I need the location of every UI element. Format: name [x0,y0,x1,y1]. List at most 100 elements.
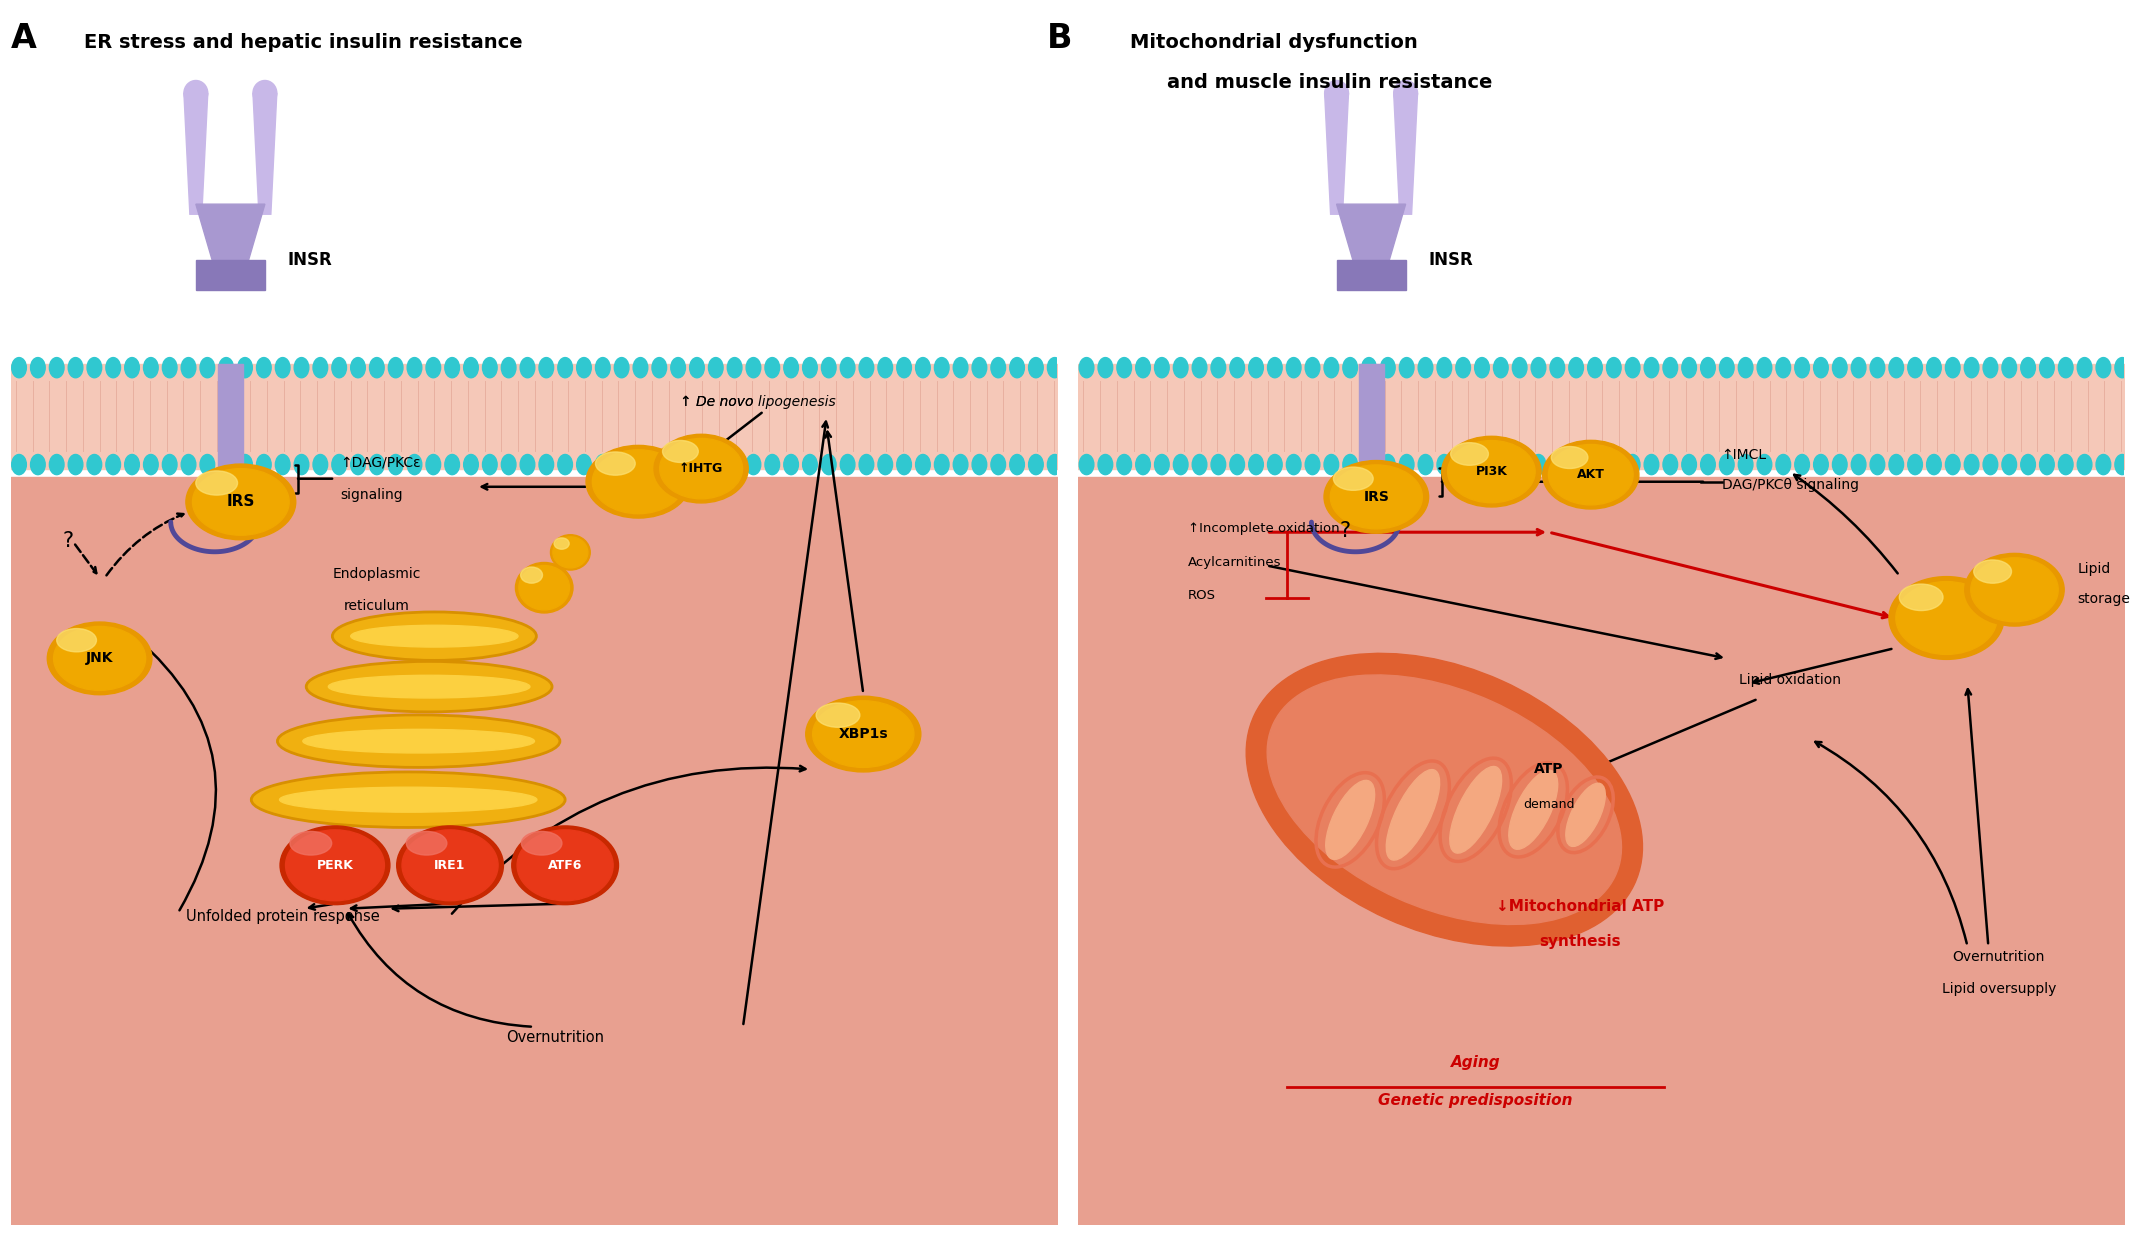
Ellipse shape [1418,357,1433,378]
Text: Acylcarnitines: Acylcarnitines [1187,555,1281,569]
Ellipse shape [201,357,216,378]
Ellipse shape [237,357,252,378]
Ellipse shape [1191,455,1206,475]
Ellipse shape [444,455,459,475]
Ellipse shape [350,357,365,378]
Ellipse shape [444,357,459,378]
Ellipse shape [1117,455,1132,475]
Ellipse shape [1324,80,1349,106]
Ellipse shape [427,455,440,475]
Text: ↑ De novo lipogenesis: ↑ De novo lipogenesis [681,396,837,409]
Ellipse shape [143,455,158,475]
Ellipse shape [576,357,591,378]
Ellipse shape [841,357,854,378]
Ellipse shape [555,538,570,549]
Ellipse shape [1155,357,1170,378]
Ellipse shape [1889,455,1904,475]
Ellipse shape [1552,446,1588,468]
Text: ↓Mitochondrial ATP: ↓Mitochondrial ATP [1497,899,1665,913]
Ellipse shape [813,701,914,768]
Ellipse shape [538,357,553,378]
Ellipse shape [1776,455,1791,475]
Ellipse shape [916,357,931,378]
Ellipse shape [1448,440,1535,503]
Ellipse shape [858,455,873,475]
Text: Aging: Aging [1452,1056,1501,1070]
Ellipse shape [30,357,45,378]
Ellipse shape [1889,577,2005,659]
Ellipse shape [897,455,912,475]
Ellipse shape [935,357,950,378]
Ellipse shape [1738,357,1753,378]
Ellipse shape [162,455,177,475]
Ellipse shape [1588,357,1601,378]
Ellipse shape [1550,455,1565,475]
Ellipse shape [1475,455,1490,475]
Ellipse shape [690,455,705,475]
Ellipse shape [1324,461,1428,533]
Ellipse shape [1230,357,1245,378]
Text: PERK: PERK [316,859,354,871]
Ellipse shape [2058,357,2073,378]
Ellipse shape [1136,455,1151,475]
Ellipse shape [822,357,837,378]
Polygon shape [1324,93,1349,214]
Ellipse shape [1334,467,1373,491]
Ellipse shape [1155,455,1170,475]
Ellipse shape [1900,585,1943,611]
Ellipse shape [1117,357,1132,378]
Ellipse shape [1386,770,1439,860]
Ellipse shape [1249,357,1264,378]
Ellipse shape [333,612,536,660]
Polygon shape [1394,93,1418,214]
Ellipse shape [1304,455,1319,475]
Ellipse shape [30,455,45,475]
Ellipse shape [2039,357,2054,378]
Ellipse shape [709,455,724,475]
Text: signaling: signaling [339,488,404,502]
Ellipse shape [305,661,553,712]
Ellipse shape [877,455,892,475]
Ellipse shape [1381,455,1394,475]
Ellipse shape [350,455,365,475]
Ellipse shape [237,455,252,475]
Ellipse shape [521,357,534,378]
Ellipse shape [275,357,290,378]
Ellipse shape [1682,455,1697,475]
Ellipse shape [1268,675,1620,925]
Ellipse shape [557,357,572,378]
Ellipse shape [401,829,497,901]
Ellipse shape [2003,357,2018,378]
Ellipse shape [1343,455,1358,475]
Ellipse shape [690,357,705,378]
Ellipse shape [596,357,611,378]
Ellipse shape [651,455,666,475]
Ellipse shape [1682,357,1697,378]
Ellipse shape [47,622,152,695]
Ellipse shape [2039,455,2054,475]
Ellipse shape [1851,455,1866,475]
Text: ER stress and hepatic insulin resistance: ER stress and hepatic insulin resistance [83,32,523,52]
Ellipse shape [1983,455,1998,475]
Ellipse shape [295,455,310,475]
Ellipse shape [1509,770,1559,849]
Ellipse shape [1191,357,1206,378]
Ellipse shape [49,357,64,378]
Ellipse shape [1926,357,1941,378]
Ellipse shape [463,455,478,475]
Ellipse shape [1362,455,1377,475]
Text: and muscle insulin resistance: and muscle insulin resistance [1168,73,1492,91]
Text: synthesis: synthesis [1539,934,1620,949]
Ellipse shape [201,455,216,475]
Ellipse shape [1569,455,1584,475]
Ellipse shape [124,357,139,378]
Ellipse shape [1494,455,1507,475]
Ellipse shape [1029,357,1044,378]
Ellipse shape [483,357,497,378]
Ellipse shape [1029,455,1044,475]
Ellipse shape [615,455,630,475]
Ellipse shape [303,729,534,753]
Text: ?: ? [1339,522,1351,541]
Ellipse shape [369,357,384,378]
Ellipse shape [1494,357,1507,378]
